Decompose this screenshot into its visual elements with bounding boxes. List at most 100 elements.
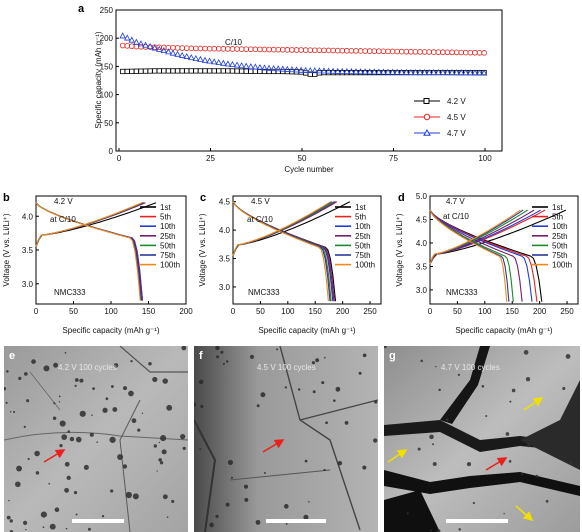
y-tick-label: 3.0 bbox=[416, 286, 428, 295]
data-point bbox=[165, 68, 172, 74]
x-tick-label: 150 bbox=[506, 307, 520, 316]
particle bbox=[132, 493, 139, 500]
particle bbox=[9, 410, 12, 413]
particle bbox=[521, 473, 524, 476]
particle bbox=[283, 504, 289, 509]
data-point bbox=[311, 67, 319, 74]
scale-bar bbox=[72, 519, 124, 523]
particle bbox=[384, 346, 387, 349]
particle bbox=[22, 520, 28, 525]
particle bbox=[303, 514, 309, 520]
data-point bbox=[462, 69, 470, 76]
data-point bbox=[188, 54, 195, 61]
micrograph-e-background bbox=[4, 346, 188, 532]
data-point bbox=[471, 69, 479, 76]
particle bbox=[505, 432, 510, 436]
particle bbox=[276, 348, 279, 351]
particle bbox=[113, 363, 119, 368]
particle bbox=[545, 499, 549, 503]
charge-curve bbox=[232, 201, 331, 256]
data-point bbox=[238, 46, 245, 52]
particle bbox=[73, 491, 78, 495]
legend-entry: 1st bbox=[140, 203, 171, 212]
panel-c-voltage-label: 4.5 V bbox=[251, 197, 270, 206]
particle bbox=[391, 356, 393, 358]
panel-a-legend: 4.2 V 4.5 V 4.7 V bbox=[414, 97, 466, 138]
data-point bbox=[417, 49, 423, 55]
particle bbox=[125, 491, 132, 499]
data-point bbox=[472, 49, 478, 56]
particle bbox=[110, 489, 114, 493]
data-point bbox=[366, 68, 373, 75]
data-point bbox=[462, 49, 469, 56]
crack bbox=[440, 346, 490, 424]
particle bbox=[67, 430, 71, 433]
micrograph-e-particles bbox=[4, 346, 187, 532]
data-point bbox=[206, 57, 213, 64]
particle bbox=[503, 512, 505, 515]
data-point bbox=[385, 48, 391, 55]
cycle-100th bbox=[429, 209, 521, 302]
data-point bbox=[357, 48, 364, 54]
panel-a-xlabel: Cycle number bbox=[284, 165, 334, 174]
data-point bbox=[265, 64, 273, 71]
dark-region bbox=[520, 380, 580, 470]
particle bbox=[565, 354, 571, 359]
particle bbox=[75, 436, 82, 443]
data-point bbox=[178, 51, 186, 58]
particle bbox=[48, 482, 51, 485]
particle bbox=[4, 386, 7, 391]
legend-label: 10th bbox=[552, 222, 568, 231]
data-point bbox=[302, 47, 309, 53]
data-point bbox=[133, 68, 139, 74]
legend-label: 5th bbox=[160, 213, 171, 222]
particle bbox=[13, 410, 16, 414]
data-point bbox=[165, 48, 172, 55]
particle bbox=[200, 404, 204, 409]
particle bbox=[23, 425, 26, 428]
legend-label: 25th bbox=[160, 232, 176, 241]
particle bbox=[87, 527, 91, 531]
data-point bbox=[261, 64, 268, 71]
panel-d-ylabel: Voltage (V vs. Li/Li⁺) bbox=[395, 213, 404, 286]
particle bbox=[472, 501, 475, 505]
particle bbox=[166, 404, 173, 411]
particle bbox=[54, 507, 60, 513]
data-point bbox=[248, 68, 254, 74]
particle bbox=[243, 484, 249, 489]
red-arrow bbox=[485, 457, 508, 471]
data-point bbox=[242, 62, 250, 69]
legend-entry: 50th bbox=[335, 241, 371, 250]
y-tick-label: 200 bbox=[100, 34, 114, 43]
legend-entry: 25th bbox=[140, 232, 176, 241]
particle bbox=[323, 356, 326, 359]
particle bbox=[9, 519, 13, 523]
particle bbox=[35, 471, 40, 475]
x-tick-label: 100 bbox=[478, 307, 492, 316]
particle bbox=[111, 385, 114, 388]
particle bbox=[438, 388, 441, 392]
particle bbox=[166, 516, 169, 518]
data-point bbox=[306, 66, 314, 74]
data-point bbox=[467, 49, 474, 56]
legend-entry: 10th bbox=[532, 222, 568, 231]
data-point bbox=[393, 68, 401, 75]
data-point bbox=[119, 32, 126, 39]
data-point bbox=[247, 63, 255, 70]
series-4_5-V bbox=[119, 42, 487, 56]
data-point bbox=[398, 68, 406, 75]
data-point bbox=[307, 47, 314, 53]
particle bbox=[43, 365, 50, 372]
series-4_7-V bbox=[119, 32, 488, 76]
particle bbox=[215, 514, 219, 519]
legend-entry: 4.2 V bbox=[414, 97, 466, 106]
particle bbox=[373, 438, 378, 443]
data-point bbox=[293, 66, 300, 73]
particle bbox=[23, 372, 28, 376]
particle bbox=[65, 527, 68, 530]
legend-label: 5th bbox=[552, 213, 563, 222]
legend-entry: 10th bbox=[140, 222, 176, 231]
particle bbox=[6, 515, 11, 520]
